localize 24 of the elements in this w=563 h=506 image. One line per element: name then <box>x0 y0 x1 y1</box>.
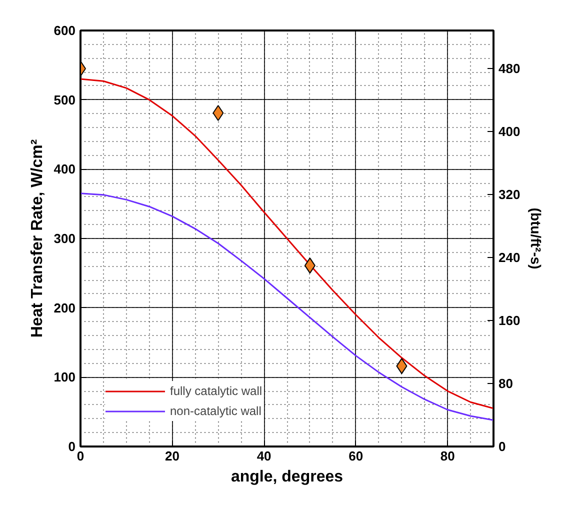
line-series <box>80 192 494 421</box>
y-tick-label: 500 <box>54 92 76 108</box>
y-tick-label: 100 <box>54 370 76 385</box>
y2-tick-label: 400 <box>498 124 520 140</box>
y-axis-title: Heat Transfer Rate, W/cm² <box>28 139 46 338</box>
y2-tick-label: 0 <box>498 439 506 454</box>
x-tick-label: 60 <box>348 448 364 464</box>
y2-tick-label: 80 <box>498 376 513 392</box>
y2-tick-label: 320 <box>498 187 520 202</box>
y-tick-label: 400 <box>54 162 76 177</box>
y2-tick-label: 160 <box>498 313 520 328</box>
y2-axis-title: (btu/ft²-s) <box>528 208 544 270</box>
y-tick-label: 0 <box>68 439 76 454</box>
x-tick-label: 80 <box>440 448 455 464</box>
legend-label: fully catalytic wall <box>170 384 262 398</box>
y-tick-label: 600 <box>54 23 76 38</box>
legend-label: non-catalytic wall <box>170 404 262 418</box>
x-axis-title: angle, degrees <box>230 468 344 486</box>
y-tick-label: 300 <box>54 231 76 246</box>
x-tick-label: 20 <box>165 448 180 464</box>
y2-tick-label: 480 <box>498 61 520 76</box>
y-tick-label: 200 <box>54 300 76 316</box>
x-tick-label: 40 <box>256 448 272 464</box>
y2-tick-label: 240 <box>498 250 520 266</box>
